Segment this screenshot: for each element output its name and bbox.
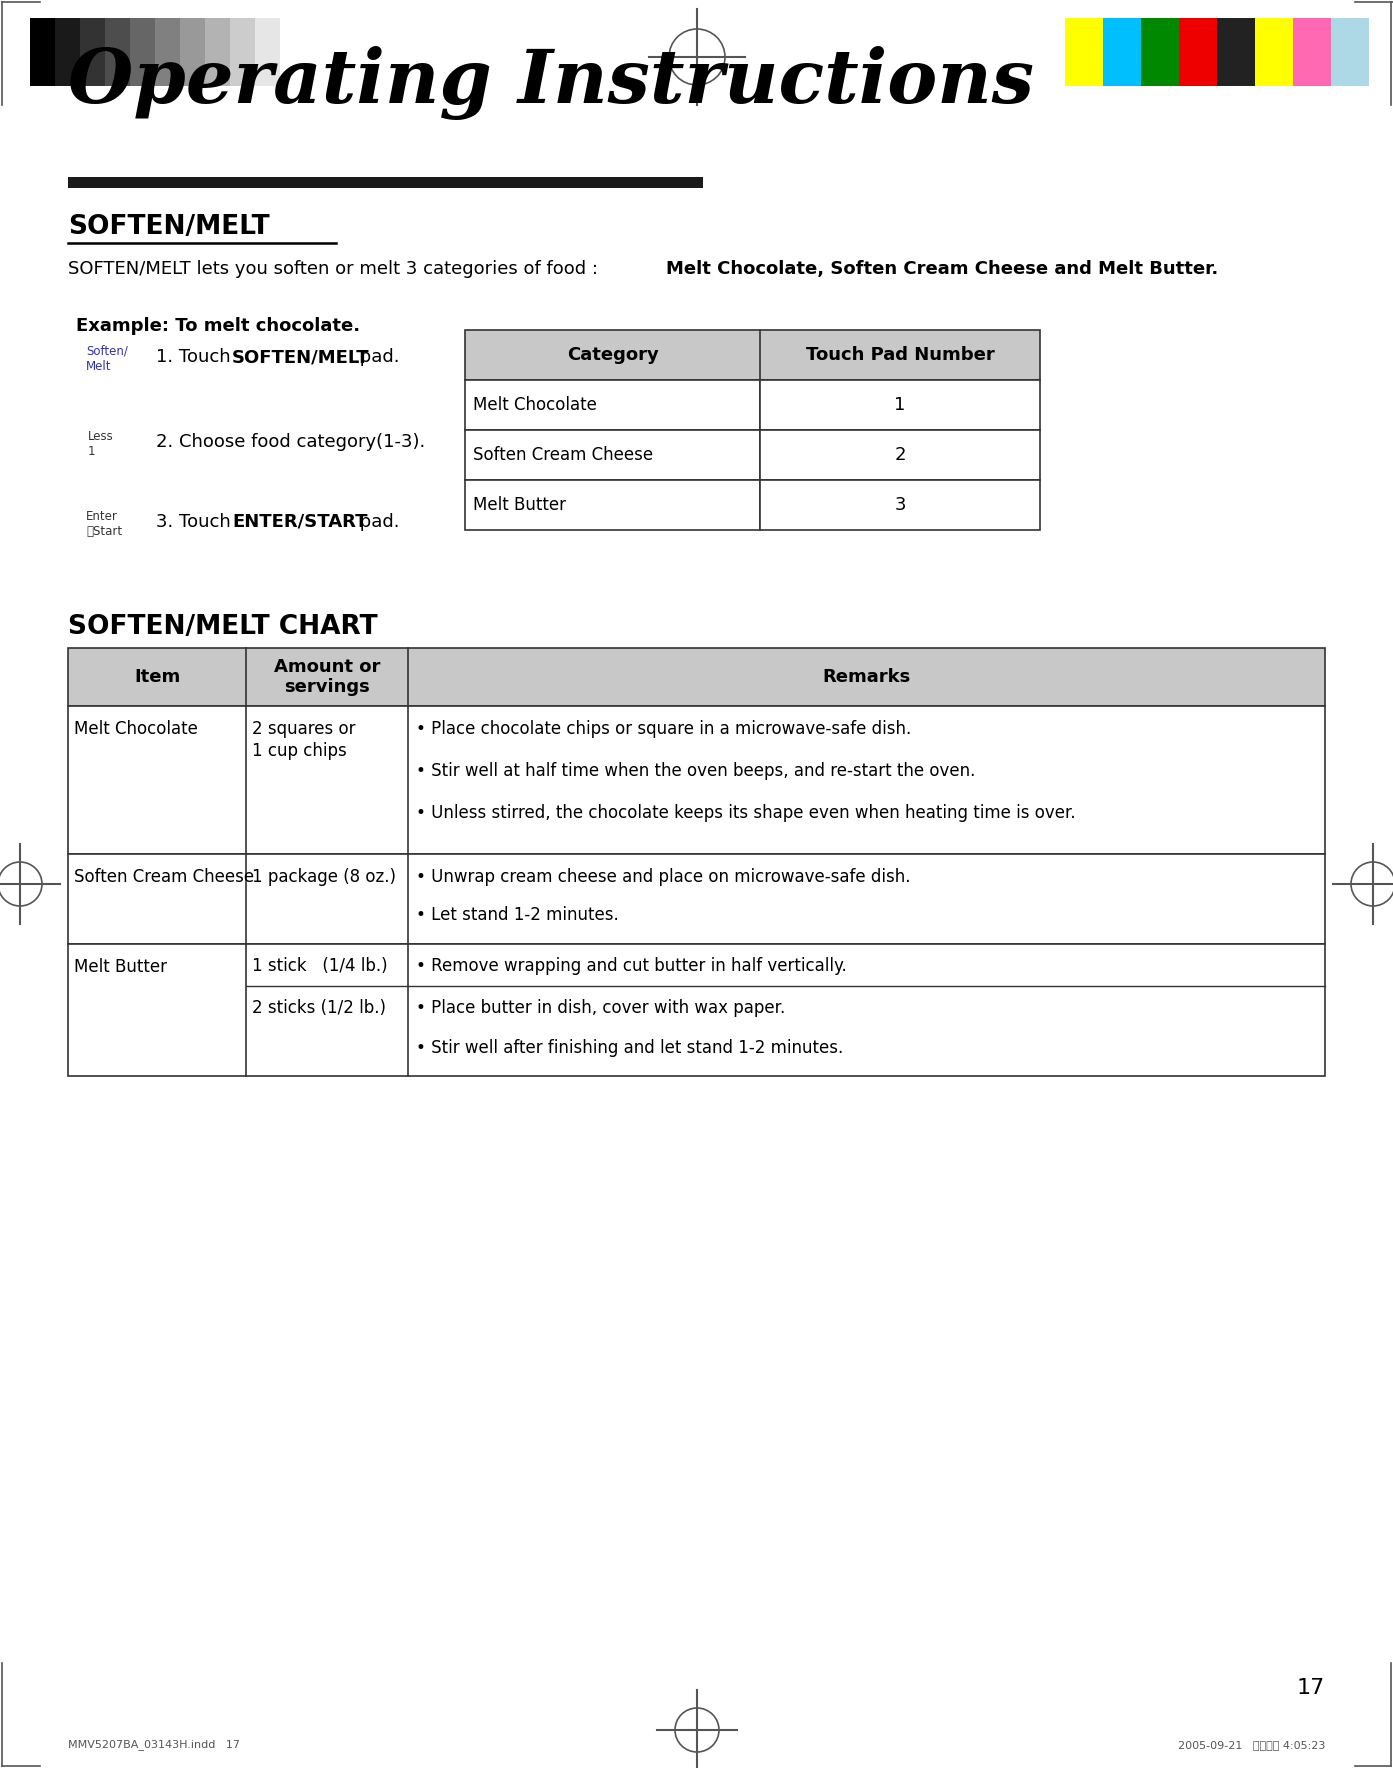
Text: Melt Chocolate: Melt Chocolate — [74, 720, 198, 737]
Text: 2005-09-21   ｿﾀﾸﾄ 4:05:23: 2005-09-21 ｿﾀﾸﾄ 4:05:23 — [1177, 1740, 1325, 1750]
Text: 1 cup chips: 1 cup chips — [252, 743, 347, 760]
Bar — [104, 18, 130, 87]
Bar — [79, 18, 104, 87]
Text: • Stir well after finishing and let stand 1-2 minutes.: • Stir well after finishing and let stan… — [417, 1040, 843, 1057]
Text: Soften Cream Cheese: Soften Cream Cheese — [474, 446, 653, 463]
Text: • Unless stirred, the chocolate keeps its shape even when heating time is over.: • Unless stirred, the chocolate keeps it… — [417, 804, 1075, 822]
Text: Enter
⎉Start: Enter ⎉Start — [86, 509, 123, 537]
Text: Melt Butter: Melt Butter — [74, 958, 167, 976]
Text: Operating Instructions: Operating Instructions — [68, 46, 1034, 120]
Text: Touch Pad Number: Touch Pad Number — [805, 347, 995, 364]
Bar — [31, 18, 54, 87]
Text: Remarks: Remarks — [822, 668, 911, 686]
Bar — [1217, 18, 1255, 87]
Text: • Let stand 1-2 minutes.: • Let stand 1-2 minutes. — [417, 905, 618, 925]
Text: • Unwrap cream cheese and place on microwave-safe dish.: • Unwrap cream cheese and place on micro… — [417, 868, 911, 886]
Text: 2. Choose food category(1-3).: 2. Choose food category(1-3). — [156, 433, 425, 451]
Bar — [68, 854, 1325, 944]
Bar — [230, 18, 255, 87]
Bar — [465, 331, 1041, 380]
Bar — [1178, 18, 1217, 87]
Text: • Remove wrapping and cut butter in half vertically.: • Remove wrapping and cut butter in half… — [417, 956, 847, 974]
Bar — [1330, 18, 1369, 87]
Bar — [68, 944, 1325, 1077]
Text: SOFTEN/MELT lets you soften or melt 3 categories of food :: SOFTEN/MELT lets you soften or melt 3 ca… — [68, 260, 603, 278]
Text: Amount or
servings: Amount or servings — [274, 658, 380, 697]
Bar — [1066, 18, 1103, 87]
Text: Soften Cream Cheese: Soften Cream Cheese — [74, 868, 254, 886]
Text: Melt Chocolate, Soften Cream Cheese and Melt Butter.: Melt Chocolate, Soften Cream Cheese and … — [666, 260, 1219, 278]
Text: Soften/
Melt: Soften/ Melt — [86, 345, 128, 373]
Text: Less
1: Less 1 — [88, 430, 114, 458]
Text: 3. Touch: 3. Touch — [156, 513, 237, 530]
Text: Melt Butter: Melt Butter — [474, 497, 566, 514]
Bar — [54, 18, 79, 87]
Text: 17: 17 — [1297, 1678, 1325, 1697]
Text: • Stir well at half time when the oven beeps, and re-start the oven.: • Stir well at half time when the oven b… — [417, 762, 975, 780]
Text: Melt Chocolate: Melt Chocolate — [474, 396, 596, 414]
Text: MMV5207BA_03143H.indd   17: MMV5207BA_03143H.indd 17 — [68, 1740, 240, 1750]
Bar — [155, 18, 180, 87]
Bar — [1103, 18, 1141, 87]
Bar — [280, 18, 305, 87]
Text: 1. Touch: 1. Touch — [156, 348, 237, 366]
Text: 1 stick   (1/4 lb.): 1 stick (1/4 lb.) — [252, 956, 387, 974]
Text: 2 squares or: 2 squares or — [252, 720, 355, 737]
Text: Category: Category — [567, 347, 659, 364]
Bar — [205, 18, 230, 87]
Text: 3: 3 — [894, 497, 905, 514]
Text: Example: To melt chocolate.: Example: To melt chocolate. — [77, 316, 361, 334]
Bar — [761, 380, 1041, 430]
Text: pad.: pad. — [354, 348, 400, 366]
Bar — [1255, 18, 1293, 87]
Bar — [761, 430, 1041, 479]
Text: SOFTEN/MELT: SOFTEN/MELT — [233, 348, 369, 366]
Text: • Place chocolate chips or square in a microwave-safe dish.: • Place chocolate chips or square in a m… — [417, 720, 911, 737]
Bar — [465, 479, 761, 530]
Bar — [761, 479, 1041, 530]
Text: 1 package (8 oz.): 1 package (8 oz.) — [252, 868, 396, 886]
Text: SOFTEN/MELT: SOFTEN/MELT — [68, 214, 270, 240]
Text: Item: Item — [134, 668, 180, 686]
Text: 2 sticks (1/2 lb.): 2 sticks (1/2 lb.) — [252, 999, 386, 1017]
Text: • Place butter in dish, cover with wax paper.: • Place butter in dish, cover with wax p… — [417, 999, 786, 1017]
Bar — [1141, 18, 1178, 87]
Text: 2: 2 — [894, 446, 905, 463]
Bar — [465, 430, 761, 479]
Bar — [130, 18, 155, 87]
Bar — [465, 380, 761, 430]
Bar — [68, 649, 1325, 705]
Text: pad.: pad. — [354, 513, 400, 530]
Text: ENTER/START: ENTER/START — [233, 513, 368, 530]
Bar — [68, 177, 703, 187]
Text: 1: 1 — [894, 396, 905, 414]
Bar — [255, 18, 280, 87]
Bar — [68, 705, 1325, 854]
Bar — [1293, 18, 1330, 87]
Bar — [180, 18, 205, 87]
Text: SOFTEN/MELT CHART: SOFTEN/MELT CHART — [68, 613, 378, 640]
